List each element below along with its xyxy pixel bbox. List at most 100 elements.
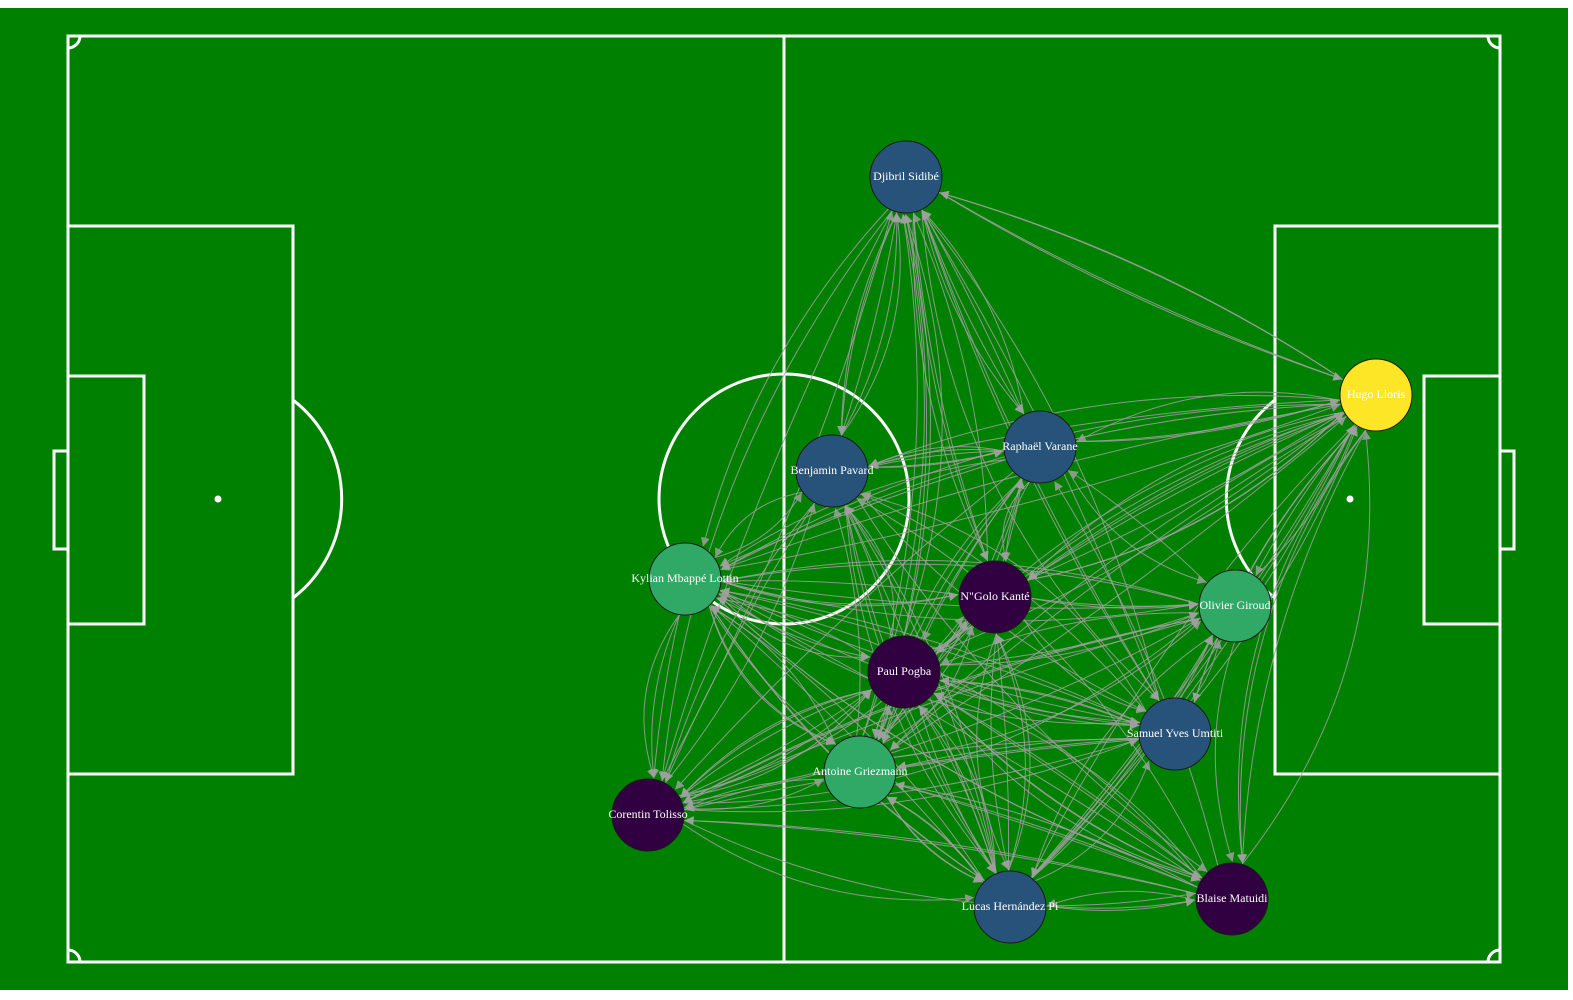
player-circle-varane[interactable]: [1003, 410, 1077, 484]
left-penalty-spot: [214, 495, 222, 503]
player-circle-pavard[interactable]: [795, 434, 869, 508]
pass-edge-matuidi-to-tolisso: [684, 816, 1197, 895]
corner-arc-bottom-left: [67, 948, 82, 963]
player-circle-hernandez[interactable]: [973, 870, 1047, 944]
player-label-hernandez: Lucas Hernández Pi: [962, 899, 1059, 913]
pass-edge-hernandez-to-lloris: [1030, 425, 1355, 879]
pass-edge-lloris-to-sidibe: [939, 190, 1344, 381]
player-node-lloris[interactable]: Hugo Lloris: [1339, 358, 1413, 432]
pass-edge-mbappe-to-pogba: [717, 592, 870, 661]
right-penalty-spot: [1346, 495, 1354, 503]
pass-edge-matuidi-to-pogba: [934, 693, 1203, 879]
player-node-varane[interactable]: Raphaël Varane: [1002, 410, 1078, 484]
pass-edge-hernandez-to-pavard: [845, 505, 997, 874]
pass-edge-matuidi-to-varane: [1054, 481, 1219, 867]
player-label-griezmann: Antoine Griezmann: [813, 764, 908, 778]
corner-arc-top-right: [1486, 35, 1501, 50]
player-circle-matuidi[interactable]: [1195, 862, 1269, 936]
pass-edge-griezmann-to-tolisso: [684, 778, 825, 809]
pass-edge-umtiti-to-griezmann: [896, 737, 1140, 771]
pass-edge-giroud-to-mbappe: [722, 559, 1200, 605]
pass-edge-lloris-to-kante: [1027, 411, 1345, 580]
player-node-hernandez[interactable]: Lucas Hernández Pi: [962, 870, 1059, 944]
player-label-umtiti: Samuel Yves Umtiti: [1127, 726, 1224, 740]
player-circle-griezmann[interactable]: [823, 735, 897, 809]
pass-edge-giroud-to-matuidi: [1214, 641, 1236, 862]
pass-edge-mbappe-to-tolisso: [643, 614, 680, 779]
pass-edge-pogba-to-pavard: [844, 505, 893, 639]
pass-edge-matuidi-to-pavard: [857, 498, 1208, 873]
player-node-umtiti[interactable]: Samuel Yves Umtiti: [1127, 697, 1224, 771]
pass-edge-pogba-to-tolisso: [680, 689, 873, 798]
pass-edge-matuidi-to-lloris: [1241, 430, 1371, 865]
player-node-giroud[interactable]: Olivier Giroud: [1198, 569, 1272, 643]
player-label-pogba: Paul Pogba: [877, 664, 932, 678]
pass-edge-sidibe-to-tolisso: [660, 210, 893, 781]
pass-edge-umtiti-to-mbappe: [720, 587, 1141, 724]
pass-edge-kante-to-hernandez: [976, 632, 1009, 870]
player-circle-tolisso[interactable]: [611, 778, 685, 852]
pass-edge-tolisso-to-giroud: [681, 618, 1200, 804]
pass-edge-tolisso-to-sidibe: [661, 211, 894, 782]
player-node-pogba[interactable]: Paul Pogba: [867, 635, 941, 709]
player-node-matuidi[interactable]: Blaise Matuidi: [1195, 862, 1269, 936]
pass-edge-mbappe-to-tolisso: [648, 614, 680, 779]
player-node-tolisso[interactable]: Corentin Tolisso: [608, 778, 688, 852]
pass-edge-hernandez-to-giroud: [1031, 635, 1213, 879]
left-goal: [52, 449, 70, 551]
player-circle-lloris[interactable]: [1339, 358, 1413, 432]
pass-edge-pogba-to-sidibe: [903, 214, 943, 637]
player-label-pavard: Benjamin Pavard: [791, 463, 874, 477]
pass-edge-umtiti-to-pogba: [940, 676, 1141, 727]
pass-edge-tolisso-to-hernandez: [682, 823, 975, 903]
corner-arc-bottom-right: [1486, 948, 1501, 963]
player-circle-mbappe[interactable]: [648, 542, 722, 616]
player-label-varane: Raphaël Varane: [1002, 439, 1077, 453]
pass-edge-griezmann-to-pogba: [874, 705, 894, 740]
player-node-griezmann[interactable]: Antoine Griezmann: [813, 735, 908, 809]
pass-edge-lloris-to-pavard: [868, 395, 1341, 467]
player-circle-pogba[interactable]: [867, 635, 941, 709]
pass-edge-hernandez-to-griezmann: [887, 796, 984, 884]
player-label-mbappe: Kylian Mbappé Lottin: [631, 571, 738, 585]
pass-edge-matuidi-to-mbappe: [716, 597, 1202, 882]
player-circle-giroud[interactable]: [1198, 569, 1272, 643]
pass-edge-varane-to-giroud: [1067, 469, 1207, 585]
pass-edge-varane-to-lloris: [1075, 398, 1340, 442]
pass-edge-sidibe-to-kante: [912, 212, 988, 561]
player-label-lloris: Hugo Lloris: [1347, 387, 1406, 401]
player-node-kante[interactable]: N"Golo Kanté: [958, 560, 1032, 634]
pass-edge-hernandez-to-lloris: [1030, 425, 1355, 879]
pass-edge-umtiti-to-lloris: [1193, 426, 1358, 704]
pass-edge-lloris-to-matuidi: [1237, 429, 1367, 864]
pass-edge-tolisso-to-giroud: [681, 618, 1200, 804]
pass-edge-lloris-to-matuidi: [1238, 429, 1367, 864]
pass-edge-pavard-to-matuidi: [856, 497, 1207, 872]
pass-edge-tolisso-to-pogba: [679, 689, 872, 798]
pass-edge-kante-to-mbappe: [722, 576, 960, 596]
player-node-sidibe[interactable]: Djibril Sidibé: [869, 140, 943, 214]
pass-edge-tolisso-to-pogba: [679, 689, 872, 798]
player-circle-sidibe[interactable]: [869, 140, 943, 214]
player-label-sidibe: Djibril Sidibé: [873, 169, 939, 183]
pass-edge-varane-to-pavard: [868, 449, 1005, 469]
pass-edge-giroud-to-lloris: [1254, 425, 1357, 577]
pass-edge-pavard-to-varane: [867, 449, 1004, 468]
player-node-mbappe[interactable]: Kylian Mbappé Lottin: [631, 542, 739, 616]
player-circle-kante[interactable]: [958, 560, 1032, 634]
pass-edge-hernandez-to-pogba: [919, 705, 996, 875]
pass-edge-kante-to-umtiti: [1023, 618, 1146, 714]
player-label-kante: N"Golo Kanté: [960, 589, 1029, 603]
pass-edge-hernandez-to-lloris: [1030, 425, 1355, 879]
pass-edge-tolisso-to-pogba: [679, 689, 872, 798]
right-goal: [1498, 449, 1516, 551]
pass-edge-mbappe-to-tolisso: [650, 614, 680, 779]
pass-edge-varane-to-mbappe: [719, 459, 1007, 567]
player-circle-umtiti[interactable]: [1138, 697, 1212, 771]
player-node-pavard[interactable]: Benjamin Pavard: [791, 434, 874, 508]
pass-edge-hernandez-to-giroud: [1031, 635, 1213, 879]
pass-edge-sidibe-to-mbappe: [701, 208, 890, 547]
pass-edge-pavard-to-sidibe: [840, 213, 902, 437]
player-label-giroud: Olivier Giroud: [1200, 598, 1271, 612]
